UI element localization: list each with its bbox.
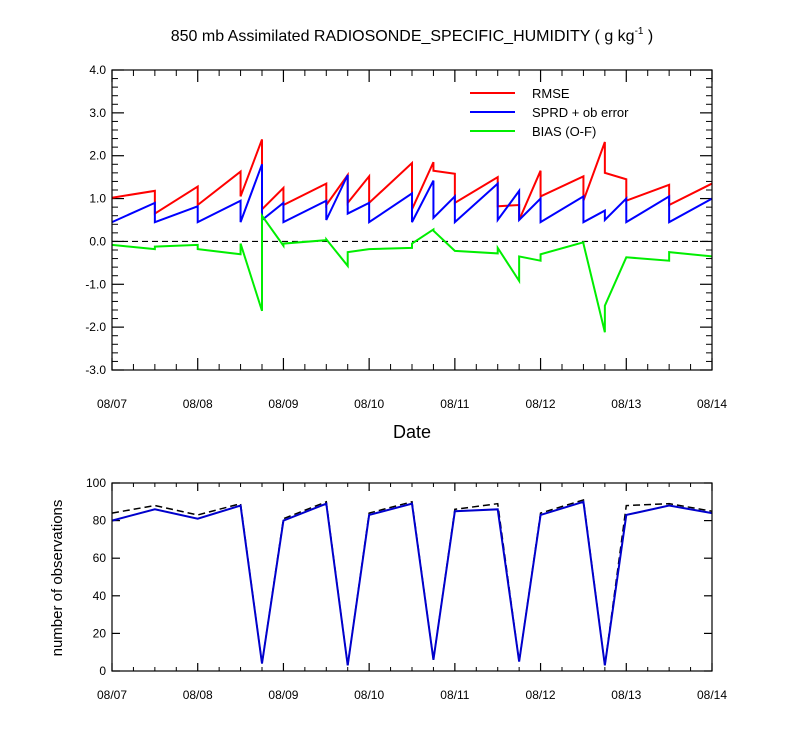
x-tick-label: 08/09 <box>268 397 298 411</box>
series-line-rmse <box>111 139 713 221</box>
y-tick-label: 0 <box>99 664 106 678</box>
top-plot-frame <box>111 69 713 371</box>
x-tick-label: 08/10 <box>354 397 384 411</box>
series-line-bias-o-f <box>111 212 713 333</box>
y-tick-label: -2.0 <box>85 320 106 334</box>
y-tick-label: 80 <box>93 514 107 528</box>
y-tick-label: 4.0 <box>89 63 106 77</box>
bottom-series-group <box>111 498 713 666</box>
y-tick-label: -1.0 <box>85 277 106 291</box>
y-tick-label: 40 <box>93 589 107 603</box>
legend: RMSE SPRD + ob error BIAS (O-F) <box>470 86 629 139</box>
top-axes: 08/07 08/08 08/09 08/10 08/11 08/12 08/13 08/14… <box>85 63 727 411</box>
y-tick-label: 2.0 <box>89 149 106 163</box>
top-chart: 850 mb Assimilated RADIOSONDE_SPECIFIC_H… <box>85 26 727 442</box>
chart-title: 850 mb Assimilated RADIOSONDE_SPECIFIC_H… <box>171 26 654 45</box>
x-tick-label: 08/12 <box>526 688 556 702</box>
x-tick-label: 08/13 <box>611 688 641 702</box>
y-tick-label: -3.0 <box>85 363 106 377</box>
top-series-group <box>111 139 713 333</box>
bottom-chart: 08/07 08/08 08/09 08/10 08/11 08/12 08/13 08/14… <box>49 476 727 702</box>
legend-label: SPRD + ob error <box>532 105 629 120</box>
y-tick-label: 0.0 <box>89 234 106 248</box>
x-tick-label: 08/14 <box>697 688 727 702</box>
legend-label: RMSE <box>532 86 570 101</box>
x-tick-label: 08/12 <box>526 397 556 411</box>
y-tick-label: 100 <box>86 476 106 490</box>
x-tick-label: 08/07 <box>97 397 127 411</box>
series-line-used <box>111 500 713 666</box>
x-tick-label: 08/08 <box>183 397 213 411</box>
x-tick-label: 08/11 <box>440 397 469 411</box>
y-tick-label: 1.0 <box>89 192 106 206</box>
y-tick-label: 60 <box>93 551 107 565</box>
bottom-plot-frame <box>111 482 713 672</box>
x-tick-label: 08/07 <box>97 688 127 702</box>
x-axis-title: Date <box>393 422 431 442</box>
y-tick-label: 3.0 <box>89 106 106 120</box>
x-tick-label: 08/11 <box>440 688 469 702</box>
series-line-possible <box>111 498 713 666</box>
x-tick-label: 08/08 <box>183 688 213 702</box>
y-tick-label: 20 <box>93 626 107 640</box>
bottom-axes: 08/07 08/08 08/09 08/10 08/11 08/12 08/13 08/14… <box>86 476 727 702</box>
y-axis-title-observations: number of observations <box>49 500 66 657</box>
x-tick-label: 08/13 <box>611 397 641 411</box>
x-tick-label: 08/14 <box>697 397 727 411</box>
legend-label: BIAS (O-F) <box>532 124 596 139</box>
x-tick-label: 08/10 <box>354 688 384 702</box>
x-tick-label: 08/09 <box>268 688 298 702</box>
series-line-sprd-ob-error <box>111 163 713 225</box>
